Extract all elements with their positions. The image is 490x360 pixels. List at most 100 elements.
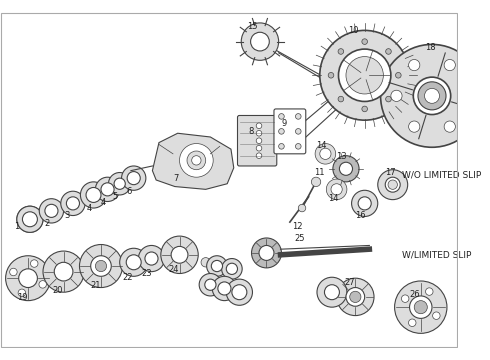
Circle shape — [346, 288, 365, 306]
Circle shape — [199, 274, 221, 296]
Text: 10: 10 — [348, 26, 359, 35]
Circle shape — [414, 301, 427, 314]
Circle shape — [256, 153, 262, 158]
Text: 14: 14 — [328, 194, 338, 203]
Circle shape — [386, 49, 392, 54]
Circle shape — [388, 180, 397, 189]
Circle shape — [362, 39, 368, 44]
Circle shape — [339, 49, 391, 102]
Text: 3: 3 — [65, 211, 70, 220]
Circle shape — [161, 236, 198, 274]
Circle shape — [340, 162, 352, 175]
Circle shape — [338, 49, 343, 54]
Text: 4: 4 — [100, 198, 105, 207]
Circle shape — [324, 285, 340, 300]
Circle shape — [279, 144, 284, 149]
Circle shape — [66, 197, 79, 210]
Circle shape — [256, 145, 262, 151]
Circle shape — [391, 90, 402, 102]
Circle shape — [362, 106, 368, 112]
Circle shape — [23, 212, 37, 227]
Circle shape — [232, 285, 247, 300]
Circle shape — [43, 251, 84, 292]
Text: 20: 20 — [53, 286, 63, 295]
Circle shape — [218, 282, 231, 295]
Text: 15: 15 — [247, 22, 258, 31]
Circle shape — [444, 59, 455, 71]
Circle shape — [295, 114, 301, 119]
Circle shape — [221, 258, 242, 279]
Circle shape — [256, 138, 262, 144]
Circle shape — [30, 260, 38, 267]
Circle shape — [207, 256, 227, 276]
Text: 21: 21 — [90, 281, 100, 290]
Circle shape — [409, 59, 420, 71]
Text: 27: 27 — [344, 278, 355, 287]
Text: 8: 8 — [248, 127, 253, 136]
Text: 22: 22 — [122, 273, 132, 282]
Text: 24: 24 — [169, 265, 179, 274]
Text: 9: 9 — [282, 120, 287, 129]
Circle shape — [250, 32, 270, 51]
Circle shape — [86, 188, 101, 202]
Circle shape — [311, 177, 321, 186]
Circle shape — [127, 172, 140, 185]
Circle shape — [409, 121, 420, 132]
Circle shape — [424, 88, 440, 103]
Text: 19: 19 — [17, 293, 28, 302]
Circle shape — [205, 279, 216, 290]
Circle shape — [410, 296, 432, 318]
Circle shape — [326, 179, 347, 200]
Circle shape — [337, 278, 374, 316]
Circle shape — [39, 281, 47, 288]
Circle shape — [256, 130, 262, 136]
Circle shape — [211, 260, 222, 272]
Text: W/LIMITED SLIP: W/LIMITED SLIP — [402, 250, 471, 259]
Circle shape — [295, 144, 301, 149]
Circle shape — [352, 190, 378, 216]
Circle shape — [320, 30, 410, 120]
Circle shape — [10, 268, 17, 276]
Circle shape — [179, 144, 213, 177]
Circle shape — [39, 199, 64, 223]
Circle shape — [409, 319, 416, 327]
Text: 13: 13 — [336, 152, 346, 161]
Circle shape — [298, 204, 306, 212]
Circle shape — [201, 258, 210, 267]
Circle shape — [96, 177, 120, 202]
Circle shape — [91, 256, 111, 276]
Circle shape — [385, 177, 400, 192]
Circle shape — [295, 129, 301, 134]
Circle shape — [212, 276, 237, 301]
Text: 5: 5 — [112, 192, 118, 201]
Text: W/O LIMITED SLIP: W/O LIMITED SLIP — [402, 171, 481, 180]
Circle shape — [328, 72, 334, 78]
Circle shape — [251, 238, 281, 268]
Circle shape — [433, 312, 440, 319]
Text: 2: 2 — [44, 219, 49, 228]
Circle shape — [101, 183, 114, 196]
Circle shape — [279, 129, 284, 134]
Text: 4: 4 — [86, 203, 92, 212]
Circle shape — [122, 166, 146, 190]
Circle shape — [350, 291, 361, 302]
Circle shape — [54, 262, 73, 281]
Circle shape — [315, 144, 336, 164]
Circle shape — [114, 178, 125, 189]
Circle shape — [317, 277, 347, 307]
Circle shape — [401, 295, 409, 302]
Circle shape — [226, 279, 252, 305]
Text: 25: 25 — [294, 234, 304, 243]
Circle shape — [187, 151, 206, 170]
Circle shape — [18, 289, 25, 297]
Circle shape — [171, 246, 188, 263]
Text: 12: 12 — [292, 222, 303, 231]
Circle shape — [96, 260, 107, 272]
Circle shape — [126, 255, 141, 270]
FancyBboxPatch shape — [274, 109, 306, 154]
Text: 26: 26 — [409, 289, 419, 298]
Text: 14: 14 — [317, 141, 327, 150]
Circle shape — [256, 123, 262, 129]
Circle shape — [19, 269, 37, 288]
Circle shape — [79, 244, 122, 288]
